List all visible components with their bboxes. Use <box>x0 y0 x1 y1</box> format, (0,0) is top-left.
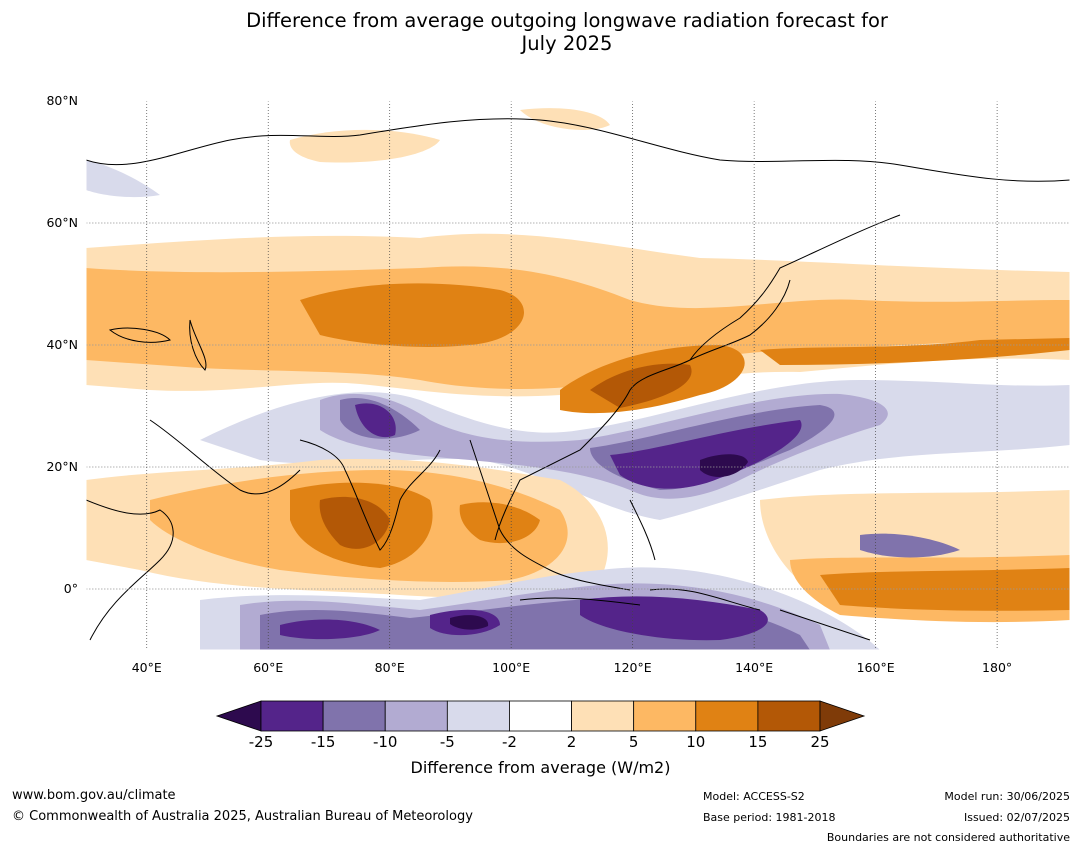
colorbar-segment <box>322 700 386 732</box>
anomaly-patch-arctic-2 <box>520 108 610 130</box>
longitude-label: 160°E <box>857 660 895 675</box>
coastline-black-sea <box>108 327 171 343</box>
base-period-label: Base period: 1981-2018 <box>703 811 836 824</box>
boundaries-disclaimer: Boundaries are not considered authoritat… <box>826 831 1070 844</box>
anomaly-patch-dark-orange-pacific <box>820 568 1070 611</box>
coastline-japan <box>689 279 791 361</box>
coastline-asia-north <box>86 118 1070 182</box>
map-frame <box>85 100 1071 651</box>
colorbar-tick-label: -2 <box>501 733 517 751</box>
colorbar-tick-label: -25 <box>248 733 274 751</box>
title-line-2: July 2025 <box>521 32 613 55</box>
coastline-africa-east <box>86 499 174 641</box>
longitude-label: 60°E <box>253 660 283 675</box>
longitude-label: 140°E <box>735 660 773 675</box>
colorbar-segment <box>384 700 448 732</box>
anomaly-patch-darkest-purple <box>700 454 748 477</box>
colorbar-segment <box>571 700 635 732</box>
copyright-notice: © Commonwealth of Australia 2025, Austra… <box>12 809 473 824</box>
anomaly-patch-deep-purple-bay <box>355 403 396 438</box>
colorbar-tick-label: 15 <box>748 733 768 751</box>
colorbar-extend-low <box>215 700 262 732</box>
anomaly-patch-darkest-purple-south <box>450 615 489 630</box>
colorbar-segment <box>260 700 324 732</box>
colorbar-tick-label: 2 <box>566 733 577 751</box>
title-line-1: Difference from average outgoing longwav… <box>246 9 888 32</box>
colorbar-segment <box>509 700 572 732</box>
anomaly-patch-deep-purple-south <box>280 596 768 641</box>
colorbar-title: Difference from average (W/m2) <box>410 758 671 777</box>
coastline-philippines <box>629 499 656 561</box>
coastline-se-asia <box>469 439 631 591</box>
latitude-label: 60°N <box>46 215 78 230</box>
colorbar <box>215 700 866 732</box>
issued-label: Issued: 02/07/2025 <box>963 811 1070 824</box>
anomaly-patch-brown-arabian-sea <box>319 496 390 549</box>
latitude-label: 80°N <box>46 93 78 108</box>
colorbar-tick-label: -10 <box>372 733 398 751</box>
map-figure: 80°N 60°N 40°N 20°N 0° 40°E 60°E 80°E 100°E 120°… <box>46 93 1071 675</box>
colorbar-tick-label: 25 <box>810 733 830 751</box>
anomaly-patch-arctic-1 <box>289 129 440 163</box>
longitude-labels: 40°E 60°E 80°E 100°E 120°E 140°E 160°E 180° <box>132 660 1012 675</box>
longitude-label: 80°E <box>375 660 405 675</box>
anomaly-patch-dark-orange-central-asia <box>300 283 524 347</box>
coastline-caspian <box>189 319 207 371</box>
anomaly-patch-purple-pacific <box>860 533 960 558</box>
colorbar-segment <box>757 700 821 732</box>
colorbar-tick-label: 5 <box>628 733 639 751</box>
longitude-label: 120°E <box>614 660 652 675</box>
anomaly-field <box>86 101 1070 650</box>
longitude-label: 40°E <box>132 660 162 675</box>
model-label: Model: ACCESS-S2 <box>703 790 805 803</box>
colorbar-segments <box>215 700 866 732</box>
anomaly-patch-arctic-3 <box>86 160 160 198</box>
colorbar-segment <box>446 700 510 732</box>
longitude-label: 100°E <box>492 660 530 675</box>
anomaly-patch-dark-orange-bay <box>459 502 540 544</box>
latitude-label: 40°N <box>46 337 78 352</box>
map-svg: 80°N 60°N 40°N 20°N 0° 40°E 60°E 80°E 100°E 120°… <box>46 93 1071 675</box>
chart-title: Difference from average outgoing longwav… <box>0 9 1081 55</box>
anomaly-patch-brown-east-china <box>590 363 692 408</box>
coastlines <box>86 118 1070 641</box>
coastline-east-asia <box>494 214 901 541</box>
longitude-label: 180° <box>982 660 1012 675</box>
colorbar-segment <box>633 700 697 732</box>
latitude-label: 20°N <box>46 459 78 474</box>
anomaly-patch-deep-purple-pacific <box>610 420 802 489</box>
model-run-label: Model run: 30/06/2025 <box>944 790 1070 803</box>
coastline-india <box>299 439 441 551</box>
coastline-arabia <box>149 419 301 495</box>
colorbar-tick-label: -15 <box>310 733 336 751</box>
colorbar-tick-label: -5 <box>439 733 455 751</box>
colorbar-tick-label: 10 <box>686 733 706 751</box>
latitude-label: 0° <box>64 581 78 596</box>
colorbar-extend-high <box>819 700 866 732</box>
bom-url[interactable]: www.bom.gov.au/climate <box>12 788 176 803</box>
colorbar-segment <box>695 700 759 732</box>
latitude-labels: 80°N 60°N 40°N 20°N 0° <box>46 93 78 596</box>
